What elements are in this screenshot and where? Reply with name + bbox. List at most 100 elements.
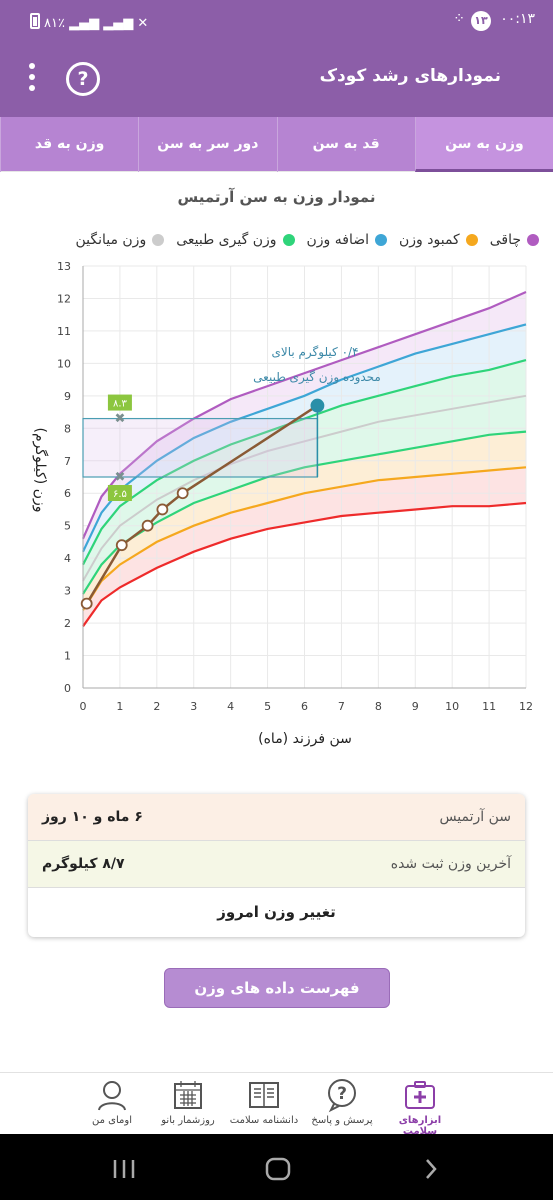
range-marker-badge — [107, 485, 132, 501]
bottom-nav: ابزارهای سلامت ? پرسش و پاسخ دانشنامه سل… — [0, 1072, 553, 1137]
nav-qa[interactable]: ? پرسش و پاسخ — [302, 1077, 382, 1126]
svg-text:?: ? — [337, 1084, 347, 1104]
x-axis-label: سن فرزند (ماه) — [258, 731, 352, 747]
nav-label: دانشنامه سلامت — [229, 1115, 299, 1126]
nav-label: ابزارهای سلامت — [398, 1115, 442, 1137]
age-value: ۶ ماه و ۱۰ روز — [42, 809, 143, 825]
y-tick-label: 1 — [64, 650, 71, 663]
y-tick-label: 13 — [57, 260, 71, 273]
notification-icon: ⁘ — [453, 11, 465, 27]
range-marker-label: ۸.۳ — [113, 399, 128, 410]
y-tick-label: 12 — [57, 292, 71, 305]
x-tick-label: 1 — [116, 700, 123, 713]
nav-label: روزشمار بانو — [161, 1115, 215, 1126]
legend-dot — [375, 234, 388, 246]
range-marker: ✖ — [114, 470, 125, 485]
x-tick-label: 0 — [80, 700, 87, 713]
y-tick-label: 5 — [64, 520, 71, 533]
legend-label: چاقی — [489, 232, 521, 248]
legend-item-obese[interactable]: چاقی — [490, 232, 539, 248]
legend-label: کمبود وزن — [399, 232, 460, 248]
weight-label: آخرین وزن ثبت شده — [390, 856, 511, 872]
x-tick-label: 2 — [153, 700, 160, 713]
legend-dot — [465, 234, 478, 246]
data-point — [80, 597, 93, 610]
overflow-menu-icon[interactable] — [20, 58, 44, 102]
first-aid-kit-icon — [405, 1081, 435, 1109]
info-card: سن آرتمیس ۶ ماه و ۱۰ روز آخرین وزن ثبت ش… — [28, 794, 525, 937]
y-tick-label: 11 — [57, 325, 71, 338]
y-tick-label: 7 — [64, 455, 71, 468]
clock: ۰۰:۱۳ — [500, 11, 535, 27]
chart-tabs: وزن به سن قد به سن دور سر به سن وزن به ق… — [0, 117, 553, 172]
nav-my-profile[interactable]: اومای من — [72, 1077, 152, 1126]
range-marker-label: ۶.۵ — [113, 489, 127, 500]
x-tick-label: 7 — [338, 700, 345, 713]
back-button[interactable] — [426, 1159, 437, 1179]
y-tick-label: 10 — [57, 357, 71, 370]
status-bar: ۰۰:۱۳ ۱۳ ⁘ ۸۱٪ ▂▄▆ ▂▄▆ ✕ — [0, 0, 553, 42]
weight-value: ۸/۷ کیلوگرم — [42, 856, 125, 872]
age-row: سن آرتمیس ۶ ماه و ۱۰ روز — [28, 794, 525, 841]
legend-item-normal[interactable]: وزن گیری طبیعی — [176, 232, 295, 248]
nav-calendar[interactable]: روزشمار بانو — [148, 1077, 228, 1126]
legend-dot — [282, 234, 295, 246]
x-tick-label: 9 — [412, 700, 419, 713]
book-icon — [249, 1082, 279, 1108]
y-axis-label: وزن (کیلوگرم) — [32, 428, 49, 513]
tab-weight-for-height[interactable]: وزن به قد — [0, 117, 138, 172]
y-tick-label: 0 — [64, 682, 71, 695]
legend-item-overweight[interactable]: اضافه وزن — [307, 232, 388, 248]
tab-height-for-age[interactable]: قد به سن — [276, 117, 415, 172]
weight-list-button[interactable]: فهرست داده های وزن آرتمیس — [164, 968, 390, 1035]
x-tick-label: 3 — [190, 700, 197, 713]
x-tick-label: 6 — [301, 700, 308, 713]
legend-item-average[interactable]: وزن میانگین — [75, 232, 165, 248]
calendar-icon — [174, 1081, 202, 1109]
tab-head-for-age[interactable]: دور سر به سن — [138, 117, 276, 172]
y-tick-label: 2 — [64, 617, 71, 630]
page-title: نمودارهای رشد کودک — [319, 66, 501, 86]
nav-encyclopedia[interactable]: دانشنامه سلامت — [224, 1077, 304, 1126]
nav-label: اومای من — [92, 1115, 132, 1126]
data-point — [176, 487, 189, 500]
x-tick-label: 11 — [482, 700, 496, 713]
legend-dot — [152, 234, 165, 246]
annotation-line-1: ۰/۴ کیلوگرم بالای — [271, 345, 358, 360]
range-marker-badge — [107, 394, 132, 411]
system-indicators: ۸۱٪ ▂▄▆ ▂▄▆ ✕ — [30, 11, 148, 31]
notification-badge: ۱۳ — [471, 11, 491, 31]
home-button[interactable] — [265, 1157, 291, 1181]
legend-item-underweight[interactable]: کمبود وزن — [399, 232, 478, 248]
child-weight-line — [85, 404, 319, 605]
y-tick-label: 4 — [64, 552, 71, 565]
age-label: سن آرتمیس — [439, 809, 511, 825]
help-icon[interactable]: ? — [66, 62, 100, 96]
legend-dot — [527, 234, 539, 246]
battery-level: ۸۱٪ — [44, 16, 65, 31]
legend-label: وزن میانگین — [75, 232, 147, 248]
range-marker: ✖ — [114, 412, 125, 427]
system-nav-bar — [0, 1134, 553, 1200]
x-tick-label: 10 — [445, 700, 459, 713]
nav-health-tools[interactable]: ابزارهای سلامت — [380, 1077, 460, 1137]
y-tick-label: 9 — [64, 390, 71, 403]
data-point — [141, 519, 154, 532]
y-tick-label: 6 — [64, 487, 71, 500]
normal-range-box — [82, 417, 319, 478]
tab-weight-for-age[interactable]: وزن به سن — [414, 117, 553, 172]
y-tick-label: 3 — [64, 585, 71, 598]
data-point — [156, 503, 169, 516]
x-tick-label: 12 — [519, 700, 533, 713]
reference-curve-obese — [81, 290, 527, 540]
battery-icon — [30, 13, 40, 29]
app-header: ? نمودارهای رشد کودک — [0, 42, 553, 117]
reference-curve-average — [82, 394, 527, 582]
signal-icon: ▂▄▆ ▂▄▆ — [69, 16, 138, 31]
legend-label: وزن گیری طبیعی — [176, 232, 277, 248]
recent-apps-button[interactable] — [113, 1160, 135, 1178]
x-tick-label: 8 — [375, 700, 382, 713]
reference-curve-severe — [82, 501, 527, 627]
change-weight-button[interactable]: تغییر وزن امروز — [217, 903, 336, 921]
